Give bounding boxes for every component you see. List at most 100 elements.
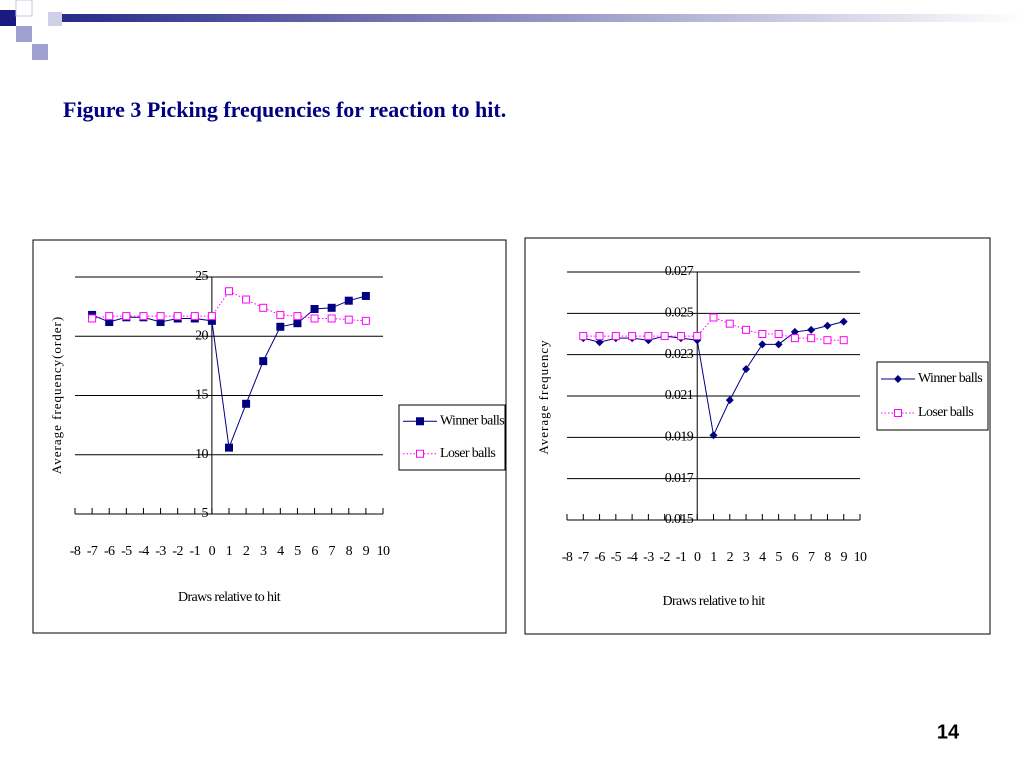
marker bbox=[742, 365, 751, 374]
x-tick-label: -4 bbox=[627, 550, 638, 565]
y-axis-label: Average frequency(order) bbox=[49, 316, 64, 474]
x-tick-label: -5 bbox=[611, 550, 622, 565]
marker bbox=[823, 321, 832, 330]
x-tick-label: 8 bbox=[346, 544, 353, 559]
marker bbox=[276, 310, 285, 319]
marker bbox=[839, 317, 848, 326]
marker bbox=[595, 332, 604, 341]
y-axis-label: Average frequency bbox=[536, 339, 551, 454]
x-tick-label: -1 bbox=[676, 550, 687, 565]
x-tick-label: 4 bbox=[759, 550, 766, 565]
marker bbox=[225, 443, 233, 452]
marker bbox=[259, 303, 268, 312]
marker bbox=[190, 312, 199, 321]
legend-marker bbox=[894, 409, 902, 417]
deco-square bbox=[15, 0, 33, 17]
marker bbox=[361, 316, 370, 325]
marker bbox=[225, 287, 233, 296]
y-tick-label: 0.023 bbox=[665, 347, 694, 362]
deco-square bbox=[16, 26, 32, 42]
x-tick-label: 10 bbox=[377, 544, 390, 559]
x-tick-label: 1 bbox=[710, 550, 717, 565]
marker bbox=[790, 334, 799, 343]
x-tick-label: -7 bbox=[87, 544, 98, 559]
x-tick-label: 7 bbox=[328, 544, 335, 559]
x-tick-label: 10 bbox=[854, 550, 867, 565]
marker bbox=[725, 396, 734, 405]
y-tick-label: 20 bbox=[195, 328, 208, 343]
x-tick-label: -3 bbox=[155, 544, 166, 559]
marker bbox=[293, 312, 302, 321]
marker bbox=[774, 330, 783, 338]
x-axis-label: Draws relative to hit bbox=[662, 594, 765, 609]
marker bbox=[758, 340, 767, 349]
legend-marker bbox=[416, 449, 424, 458]
deco-square bbox=[32, 44, 48, 60]
marker bbox=[276, 322, 285, 331]
series-line bbox=[92, 290, 366, 322]
marker bbox=[310, 314, 319, 323]
marker bbox=[611, 332, 620, 341]
marker bbox=[579, 332, 588, 341]
x-tick-label: 6 bbox=[311, 544, 318, 559]
marker bbox=[644, 332, 653, 341]
marker bbox=[628, 332, 637, 341]
x-tick-label: 0 bbox=[694, 550, 701, 565]
y-tick-label: 0.025 bbox=[665, 306, 694, 321]
y-tick-label: 25 bbox=[195, 269, 208, 284]
x-tick-label: -4 bbox=[138, 544, 149, 559]
x-tick-label: 5 bbox=[294, 544, 301, 559]
page-number: 14 bbox=[937, 721, 960, 743]
x-tick-label: -8 bbox=[70, 544, 81, 559]
y-tick-label: 15 bbox=[195, 388, 208, 403]
x-tick-label: 8 bbox=[824, 550, 831, 565]
marker bbox=[709, 431, 718, 440]
deco-square bbox=[0, 10, 16, 26]
x-tick-label: 7 bbox=[808, 550, 815, 565]
marker bbox=[807, 325, 816, 334]
marker bbox=[327, 303, 336, 312]
x-axis-label: Draws relative to hit bbox=[178, 590, 281, 605]
legend-label: Winner balls bbox=[440, 413, 504, 428]
x-tick-label: -7 bbox=[578, 550, 589, 565]
marker bbox=[839, 336, 848, 345]
legend-label: Loser balls bbox=[918, 405, 973, 420]
x-tick-label: 4 bbox=[277, 544, 284, 559]
marker bbox=[774, 340, 783, 349]
x-tick-label: 2 bbox=[727, 550, 734, 565]
marker bbox=[242, 399, 251, 408]
x-tick-label: -2 bbox=[172, 544, 183, 559]
x-tick-label: -8 bbox=[562, 550, 573, 565]
y-tick-label: 0.019 bbox=[665, 430, 694, 445]
marker bbox=[693, 332, 702, 341]
marker bbox=[823, 336, 832, 345]
x-tick-label: 3 bbox=[743, 550, 750, 565]
x-tick-label: -5 bbox=[121, 544, 132, 559]
x-tick-label: 0 bbox=[209, 544, 216, 559]
legend-label: Winner balls bbox=[918, 371, 982, 386]
marker bbox=[139, 312, 148, 321]
marker bbox=[676, 332, 685, 341]
marker bbox=[310, 304, 319, 313]
legend-label: Loser balls bbox=[440, 446, 495, 461]
x-tick-label: 1 bbox=[226, 544, 233, 559]
x-tick-label: 9 bbox=[363, 544, 370, 559]
marker bbox=[327, 314, 336, 323]
x-tick-label: -2 bbox=[659, 550, 670, 565]
x-tick-label: -6 bbox=[594, 550, 605, 565]
slide-title: Figure 3 Picking frequencies for reactio… bbox=[63, 97, 506, 122]
x-tick-label: 3 bbox=[260, 544, 267, 559]
marker bbox=[344, 296, 353, 305]
y-tick-label: 0.027 bbox=[665, 264, 694, 279]
y-tick-label: 0.021 bbox=[665, 388, 694, 403]
marker bbox=[742, 325, 751, 334]
x-tick-label: -3 bbox=[643, 550, 654, 565]
deco-square bbox=[48, 12, 62, 26]
marker bbox=[725, 319, 734, 328]
marker bbox=[361, 291, 370, 300]
marker bbox=[173, 312, 182, 321]
marker bbox=[790, 327, 799, 336]
marker bbox=[293, 319, 302, 328]
